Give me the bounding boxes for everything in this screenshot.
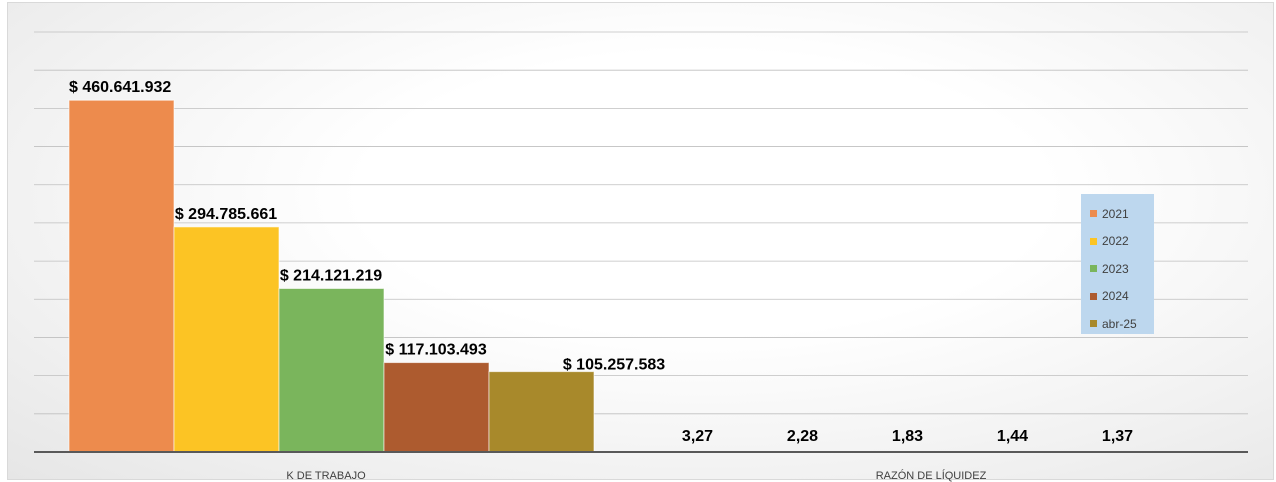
data-label: $ 214.121.219 xyxy=(280,267,382,284)
bar-k-de-trabajo-2022 xyxy=(173,226,280,453)
bar-k-de-trabajo-2023 xyxy=(278,287,385,453)
legend-item: abr-25 xyxy=(1081,310,1154,338)
data-label: 1,44 xyxy=(997,428,1028,445)
bar-k-de-trabajo-abr-25 xyxy=(488,371,595,453)
data-label: $ 105.257.583 xyxy=(563,357,665,374)
legend-item: 2021 xyxy=(1081,200,1154,228)
data-label: 2,28 xyxy=(787,428,818,445)
legend-label: 2021 xyxy=(1102,206,1129,221)
legend-label: 2023 xyxy=(1102,261,1129,276)
bar-k-de-trabajo-2024 xyxy=(383,362,490,453)
legend-swatch xyxy=(1090,237,1097,245)
legend-item: 2024 xyxy=(1081,283,1154,311)
data-label: 1,83 xyxy=(892,428,923,445)
legend-label: abr-25 xyxy=(1102,316,1137,331)
legend-label: 2022 xyxy=(1102,234,1129,249)
legend-swatch xyxy=(1090,320,1097,328)
category-label: RAZÓN DE LÍQUIDEZ xyxy=(876,469,987,482)
data-label: 1,37 xyxy=(1102,428,1133,445)
data-label: $ 117.103.493 xyxy=(385,342,487,359)
data-label: $ 294.785.661 xyxy=(175,206,277,223)
legend-swatch xyxy=(1090,265,1097,273)
data-label: 3,27 xyxy=(682,428,713,445)
bar-k-de-trabajo-2021 xyxy=(68,99,175,453)
legend-swatch xyxy=(1090,292,1097,300)
data-label: $ 460.641.932 xyxy=(69,79,171,96)
legend-item: 2022 xyxy=(1081,228,1154,256)
legend-item: 2023 xyxy=(1081,255,1154,283)
legend-label: 2024 xyxy=(1102,289,1129,304)
legend: 2021 2022 2023 2024 abr-25 xyxy=(1081,194,1154,334)
legend-swatch xyxy=(1090,210,1097,218)
category-label: K DE TRABAJO xyxy=(286,470,366,482)
